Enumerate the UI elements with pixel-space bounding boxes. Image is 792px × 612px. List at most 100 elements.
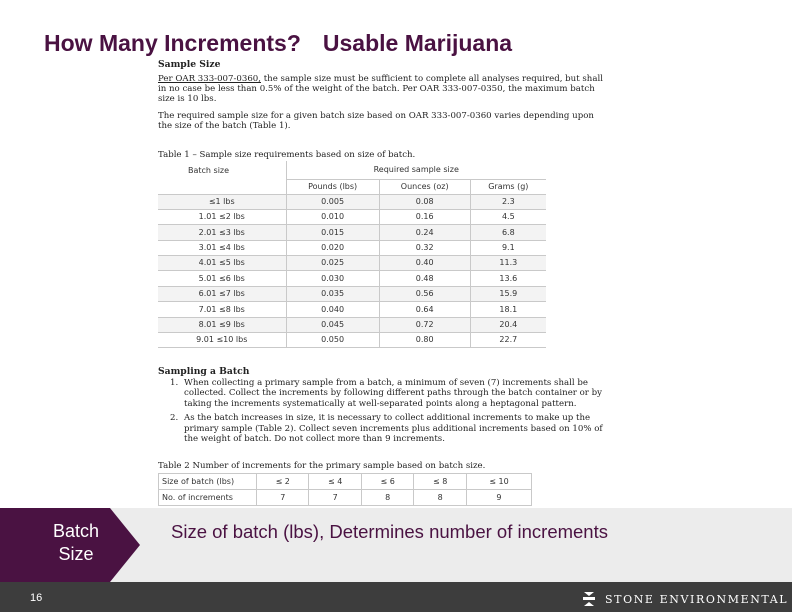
- increments-table: Size of batch (lbs) ≤ 2 ≤ 4 ≤ 6 ≤ 8 ≤ 10…: [158, 473, 533, 506]
- slide-title-part1: How Many Increments?: [44, 30, 301, 56]
- table1-caption: Table 1 – Sample size requirements based…: [158, 150, 416, 160]
- slide-title: How Many Increments? Usable Marijuana: [44, 30, 512, 57]
- batch-size-row: Size of batch (lbs) ≤ 2 ≤ 4 ≤ 6 ≤ 8 ≤ 10: [158, 473, 533, 490]
- increments-row-label: No. of increments: [158, 489, 257, 506]
- sample-size-cell: 0.005: [285, 194, 380, 210]
- batch-size-cell: ≤ 2: [255, 473, 310, 490]
- sample-size-cell: 0.24: [378, 224, 471, 241]
- batch-size-row-label: Size of batch (lbs): [158, 473, 257, 490]
- increments-cell: 9: [465, 489, 533, 506]
- sample-size-table: Batch size Required sample size Pounds (…: [158, 161, 546, 349]
- main-caption: Size of batch (lbs), Determines number o…: [171, 521, 608, 542]
- sample-size-cell: 0.030: [285, 270, 380, 287]
- logo-text: STONE ENVIRONMENTAL: [605, 592, 789, 606]
- sample-size-cell: 0.010: [285, 209, 380, 226]
- step-text: As the batch increases in size, it is ne…: [184, 413, 603, 445]
- step-number: 1.: [170, 378, 179, 388]
- sample-size-cell: 15.9: [469, 286, 546, 303]
- header-batch-size: Batch size: [158, 161, 286, 195]
- sample-size-cell: 0.40: [378, 255, 471, 272]
- table-row: 9.01 ≤10 lbs 0.050 0.80 22.7: [158, 332, 546, 349]
- batch-size-cell: 9.01 ≤10 lbs: [158, 332, 286, 349]
- required-sample-paragraph: The required sample size for a given bat…: [158, 111, 594, 131]
- sample-size-cell: 0.08: [378, 194, 471, 210]
- sample-size-cell: 0.045: [285, 317, 380, 334]
- step-number: 2.: [170, 413, 179, 424]
- sample-size-cell: 0.72: [378, 317, 471, 334]
- batch-size-cell: 8.01 ≤9 lbs: [158, 317, 286, 334]
- batch-size-cell: 4.01 ≤5 lbs: [158, 255, 286, 272]
- slide-title-part2: Usable Marijuana: [322, 30, 513, 56]
- sample-size-cell: 9.1: [469, 240, 546, 257]
- batch-size-cell: ≤ 4: [308, 473, 362, 490]
- sample-size-cell: 6.8: [469, 224, 546, 241]
- sample-size-cell: 0.56: [378, 286, 471, 303]
- batch-size-cell: ≤ 10: [465, 473, 533, 490]
- batch-size-cell: ≤ 6: [360, 473, 415, 490]
- oar-reference: Per OAR 333-007-0360,: [158, 74, 261, 84]
- table-row: 1.01 ≤2 lbs 0.010 0.16 4.5: [158, 209, 546, 226]
- table-row: 3.01 ≤4 lbs 0.020 0.32 9.1: [158, 240, 546, 257]
- sample-size-cell: 11.3: [469, 255, 546, 272]
- table-row: 8.01 ≤9 lbs 0.045 0.72 20.4: [158, 317, 546, 334]
- batch-size-cell: 7.01 ≤8 lbs: [158, 301, 286, 318]
- batch-size-cell: 5.01 ≤6 lbs: [158, 270, 286, 287]
- subheader-ounces: Ounces (oz): [378, 179, 471, 195]
- sample-size-cell: 13.6: [469, 270, 546, 287]
- table-row: ≤1 lbs 0.005 0.08 2.3: [158, 194, 546, 210]
- sample-size-cell: 0.035: [285, 286, 380, 303]
- sample-size-cell: 0.040: [285, 301, 380, 318]
- label-tab-text: Batch Size: [36, 520, 116, 566]
- batch-size-cell: 6.01 ≤7 lbs: [158, 286, 286, 303]
- sampling-step: 1. When collecting a primary sample from …: [170, 378, 604, 409]
- batch-size-cell: 1.01 ≤2 lbs: [158, 209, 286, 226]
- subheader-pounds: Pounds (lbs): [285, 179, 380, 195]
- company-logo: STONE ENVIRONMENTAL: [580, 590, 788, 608]
- batch-size-cell: ≤ 8: [413, 473, 467, 490]
- sample-size-cell: 4.5: [469, 209, 546, 226]
- sampling-step: 2. As the batch increases in size, it is …: [170, 413, 604, 445]
- footer-bar: [0, 582, 792, 612]
- sample-size-cell: 0.32: [378, 240, 471, 257]
- sample-size-heading: Sample Size: [158, 59, 221, 70]
- increments-row: No. of increments 7 7 8 8 9: [158, 489, 533, 506]
- subheader-grams: Grams (g): [469, 179, 546, 195]
- label-line1: Batch: [52, 521, 100, 541]
- table-row: 5.01 ≤6 lbs 0.030 0.48 13.6: [158, 270, 546, 287]
- page-number: 16: [30, 592, 43, 604]
- table-row: 6.01 ≤7 lbs 0.035 0.56 15.9: [158, 286, 546, 303]
- sampling-steps: 1. When collecting a primary sample from …: [170, 378, 604, 448]
- sampling-heading: Sampling a Batch: [158, 366, 250, 377]
- table2-caption: Table 2 Number of increments for the pri…: [158, 461, 486, 471]
- sample-size-cell: 0.025: [285, 255, 380, 272]
- table-row: 7.01 ≤8 lbs 0.040 0.64 18.1: [158, 301, 546, 318]
- batch-size-cell: 2.01 ≤3 lbs: [158, 224, 286, 241]
- sample-size-paragraph: Per OAR 333-007-0360, the sample size mu…: [158, 74, 608, 104]
- logo-mark-icon: [583, 592, 595, 606]
- document-excerpt: Sample Size Per OAR 333-007-0360, the sa…: [144, 58, 620, 516]
- sample-size-cell: 0.16: [378, 209, 471, 226]
- batch-size-cell: 3.01 ≤4 lbs: [158, 240, 286, 257]
- sample-size-cell: 2.3: [469, 194, 546, 210]
- sample-size-table-body: ≤1 lbs 0.005 0.08 2.3 1.01 ≤2 lbs 0.010 0.16 4.…: [158, 194, 546, 349]
- header-required-sample: Required sample size: [285, 161, 546, 180]
- sample-size-cell: 20.4: [469, 317, 546, 334]
- sample-size-cell: 0.050: [285, 332, 380, 349]
- table-row: 2.01 ≤3 lbs 0.015 0.24 6.8: [158, 224, 546, 241]
- sample-size-cell: 18.1: [469, 301, 546, 318]
- increments-cell: 8: [360, 489, 415, 506]
- increments-cell: 8: [413, 489, 467, 506]
- sample-size-cell: 0.020: [285, 240, 380, 257]
- step-text: When collecting a primary sample from a …: [184, 378, 602, 409]
- label-tab: [0, 508, 140, 582]
- increments-cell: 7: [255, 489, 310, 506]
- sample-size-cell: 0.64: [378, 301, 471, 318]
- increments-cell: 7: [308, 489, 362, 506]
- batch-size-cell: ≤1 lbs: [158, 194, 286, 210]
- label-line2: Size: [58, 544, 94, 564]
- sample-size-cell: 0.015: [285, 224, 380, 241]
- sample-size-cell: 22.7: [469, 332, 546, 349]
- table-row: 4.01 ≤5 lbs 0.025 0.40 11.3: [158, 255, 546, 272]
- sample-size-cell: 0.80: [378, 332, 471, 349]
- sample-size-paragraph-text: the sample size must be sufficient to co…: [158, 74, 603, 104]
